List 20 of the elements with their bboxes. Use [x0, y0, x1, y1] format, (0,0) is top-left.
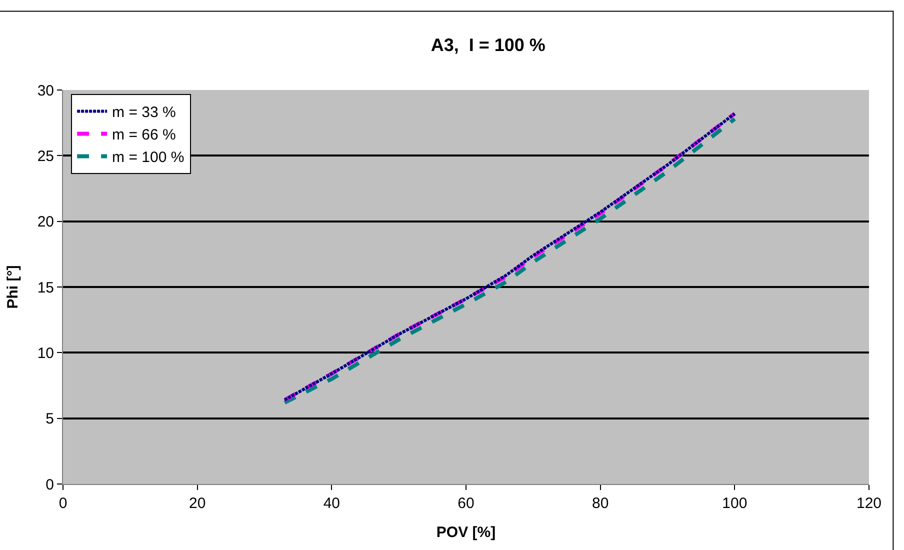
- y-tick-label: 10: [37, 344, 54, 362]
- x-tick-label: 40: [323, 495, 340, 512]
- x-tick-label: 20: [188, 495, 206, 512]
- legend-label: m = 66 %: [112, 126, 176, 144]
- y-tick-label: 25: [37, 148, 54, 165]
- x-axis-title: POV [%]: [436, 524, 496, 541]
- legend-label: m = 33 %: [112, 104, 176, 122]
- y-tick-label: 20: [37, 214, 54, 231]
- x-tick-label: 0: [58, 495, 68, 512]
- x-tick-label: 100: [722, 495, 748, 512]
- x-tick-label: 80: [592, 495, 609, 512]
- chart-title: A3, I = 100 %: [430, 35, 546, 56]
- y-tick-label: 15: [37, 279, 54, 296]
- x-tick-label: 120: [856, 495, 882, 512]
- y-tick-label: 0: [46, 476, 54, 494]
- y-tick-label: 30: [37, 82, 54, 100]
- x-tick-label: 60: [458, 495, 474, 512]
- y-axis-title: Phi [°]: [4, 265, 22, 309]
- y-tick-label: 5: [46, 410, 54, 428]
- legend-label: m = 100 %: [112, 149, 184, 166]
